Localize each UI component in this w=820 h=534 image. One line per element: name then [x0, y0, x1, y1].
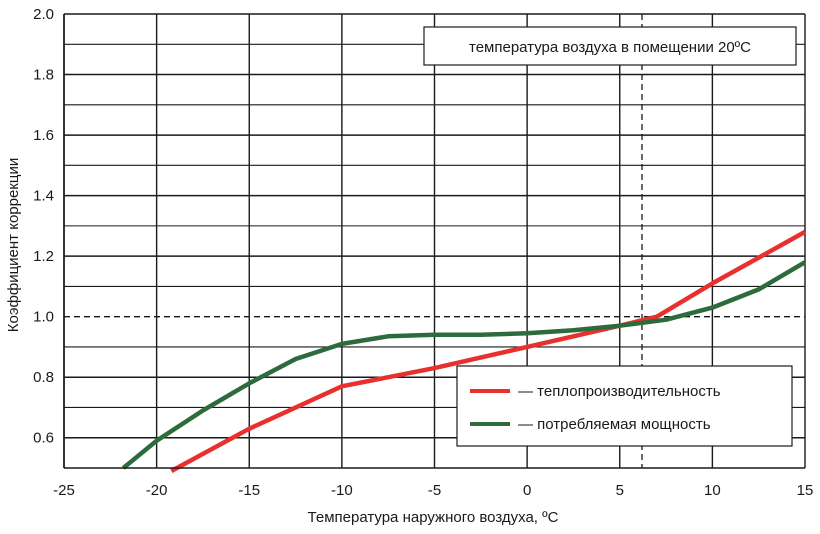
x-tick-label: 0 — [523, 482, 531, 499]
y-tick-label: 1.2 — [33, 248, 54, 265]
legend: — теплопроизводительность — потребляемая… — [456, 365, 793, 447]
y-tick-label: 1.8 — [33, 67, 54, 84]
y-tick-label: 1.6 — [33, 127, 54, 144]
y-tick-label: 2.0 — [33, 6, 54, 23]
y-tick-label: 0.6 — [33, 430, 54, 447]
legend-label-heating: — теплопроизводительность — [518, 383, 721, 400]
axes: -25 -20 -15 -10 -5 0 5 10 15 0.6 0.8 1.0 1.2 1.4 1.6 1.… — [33, 6, 813, 499]
x-tick-label: 5 — [616, 482, 624, 499]
legend-label-power: — потребляемая мощность — [518, 416, 711, 433]
x-tick-label: 15 — [797, 482, 814, 499]
annotation-text: температура воздуха в помещении 20ºС — [469, 39, 751, 56]
series-lines — [121, 229, 807, 473]
annotation-box: температура воздуха в помещении 20ºС — [423, 26, 797, 66]
x-tick-label: -25 — [53, 482, 75, 499]
series-line-power — [121, 260, 807, 470]
series-line-heating — [170, 229, 807, 473]
x-tick-label: -5 — [428, 482, 441, 499]
x-tick-label: -15 — [238, 482, 260, 499]
y-tick-label: 1.4 — [33, 188, 54, 205]
x-tick-label: -10 — [331, 482, 353, 499]
y-axis-title: Коэффициент коррекции — [5, 158, 22, 332]
x-axis-title: Температура наружного воздуха, ºС — [308, 509, 559, 526]
x-tick-label: 10 — [704, 482, 721, 499]
y-tick-label: 0.8 — [33, 369, 54, 386]
y-tick-label: 1.0 — [33, 309, 54, 326]
x-tick-label: -20 — [146, 482, 168, 499]
